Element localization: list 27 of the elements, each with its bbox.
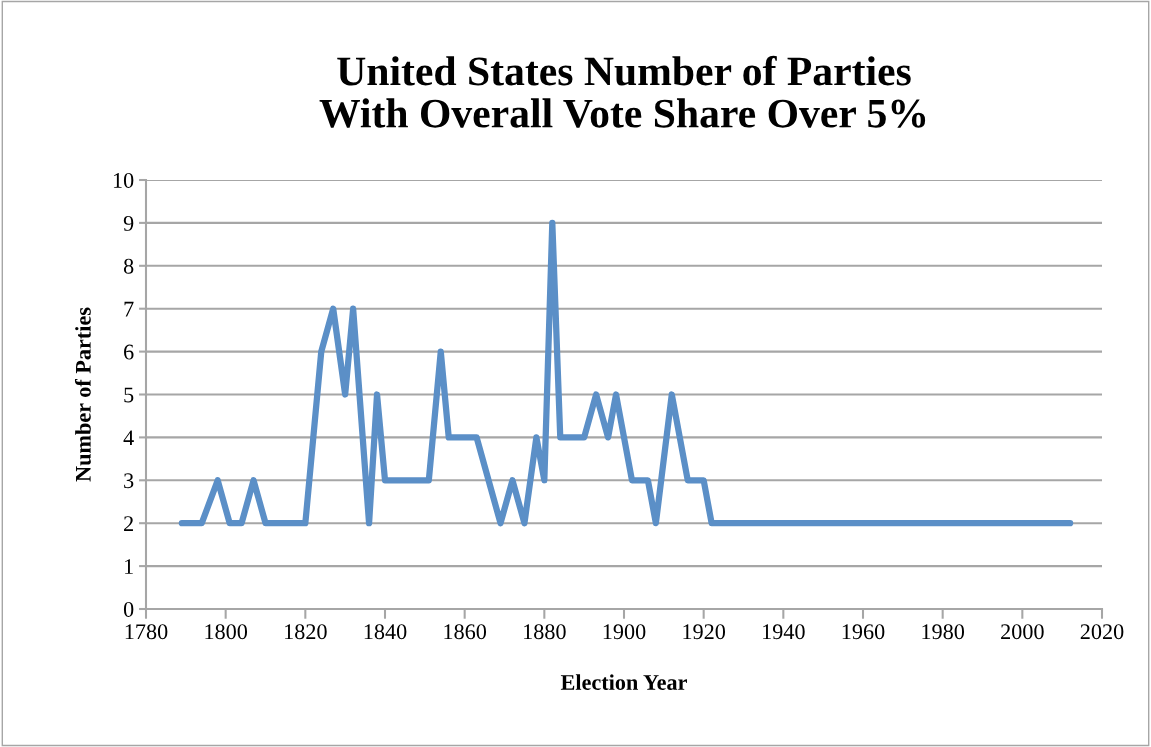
x-tick-label: 1960 — [842, 624, 885, 640]
y-tick-label: 6 — [124, 344, 134, 360]
x-tick-label: 1840 — [364, 624, 407, 640]
x-tick-label: 1780 — [125, 624, 168, 640]
y-tick-label: 10 — [113, 172, 134, 188]
x-tick-label: 1900 — [603, 624, 646, 640]
y-tick-label: 4 — [123, 430, 134, 446]
x-tick-label: 1980 — [922, 624, 965, 640]
x-tick-label: 1920 — [683, 624, 726, 640]
y-tick-label: 7 — [124, 301, 134, 317]
chart-title: United States Number of Parties With Overall Vote Share Over 5% — [319, 55, 926, 128]
x-tick-label: 1940 — [763, 624, 805, 640]
y-tick-label: 2 — [124, 516, 133, 531]
y-tick-label: 9 — [123, 215, 134, 231]
y-tick-label: 5 — [124, 387, 134, 403]
y-tick-label: 8 — [123, 258, 134, 274]
x-tick-label: 1880 — [524, 624, 566, 640]
x-tick-label: 2000 — [1001, 624, 1044, 640]
x-tick-label: 1860 — [444, 624, 487, 640]
x-axis-title: Election Year — [560, 674, 687, 690]
y-tick-label: 3 — [124, 473, 134, 489]
y-axis-title: Number of Parties — [74, 307, 91, 482]
x-tick-label: 2020 — [1080, 624, 1124, 640]
x-tick-label: 1820 — [285, 624, 327, 640]
y-tick-label: 1 — [125, 559, 133, 574]
y-tick-label: 0 — [123, 601, 134, 617]
x-tick-label: 1800 — [205, 624, 248, 640]
